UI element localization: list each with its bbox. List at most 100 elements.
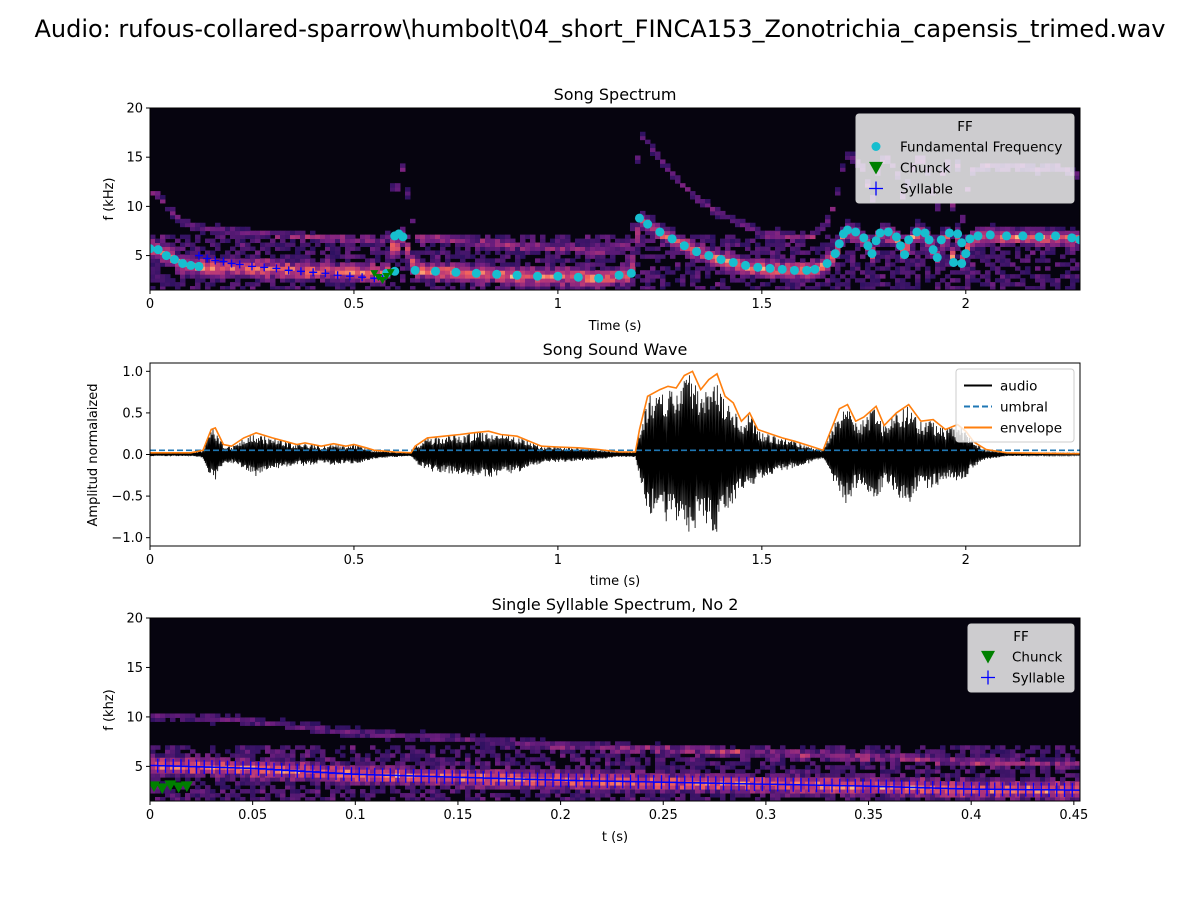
spectrogram-cell — [375, 238, 381, 244]
spectrogram-cell — [895, 258, 901, 263]
spectrogram-cell — [1015, 254, 1021, 259]
spectrogram-cell — [265, 757, 271, 762]
spectrogram-cell — [995, 745, 1001, 750]
spectrogram-cell — [425, 270, 431, 275]
spectrogram-cell — [655, 151, 661, 156]
spectrogram-cell — [745, 274, 751, 279]
spectrogram-cell — [290, 765, 296, 770]
spectrogram-cell — [890, 262, 896, 267]
spectrogram-cell — [405, 242, 411, 247]
spectrogram — [150, 618, 1080, 801]
spectrogram-cell — [430, 785, 436, 790]
spectrogram-cell — [185, 777, 191, 782]
spectrogram-cell — [650, 286, 656, 290]
spectrogram-cell — [315, 781, 321, 786]
spectrogram-cell — [980, 258, 986, 263]
spectrogram-cell — [715, 270, 721, 275]
spectrogram-cell — [1030, 781, 1036, 786]
spectrogram-cell — [425, 781, 431, 786]
x-tick-label: 0.4 — [961, 808, 982, 823]
spectrogram-cell — [760, 250, 766, 255]
spectrogram-cell — [1075, 781, 1080, 786]
spectrogram-cell — [580, 769, 586, 774]
spectrogram-cell — [530, 757, 536, 762]
spectrogram-cell — [845, 151, 851, 156]
legend-marker — [981, 650, 995, 664]
spectrogram-cell — [295, 258, 301, 263]
spectrogram-cell — [505, 741, 511, 746]
spectrogram-cell — [765, 250, 771, 255]
spectrogram-cell — [220, 238, 226, 244]
spectrogram-cell — [605, 266, 611, 271]
spectrogram-cell — [520, 242, 526, 247]
legend-marker — [981, 670, 995, 685]
spectrogram-cell — [860, 757, 866, 762]
spectrogram-cell — [1040, 258, 1046, 263]
spectrogram-cell — [330, 729, 336, 734]
spectrogram-cell — [1025, 781, 1031, 786]
spectrogram-cell — [565, 769, 571, 774]
spectrogram-cell — [640, 753, 646, 758]
spectrogram-cell — [980, 781, 986, 786]
spectrogram-cell — [415, 262, 421, 267]
spectrogram-cell — [535, 793, 541, 798]
spectrogram-cell — [605, 761, 611, 766]
spectrogram-cell — [705, 262, 711, 267]
spectrogram-cell — [210, 270, 216, 275]
spectrogram-cell — [150, 757, 156, 762]
spectrogram-cell — [310, 250, 316, 255]
spectrogram-cell — [885, 777, 891, 782]
legend-box — [955, 368, 1075, 443]
spectrogram-cell — [235, 274, 241, 279]
spectrogram-cell — [695, 761, 701, 766]
spectrogram-cell — [175, 777, 181, 782]
spectrogram-cell — [560, 262, 566, 267]
spectrogram-cell — [690, 258, 696, 263]
spectrogram-cell — [175, 286, 181, 290]
spectrogram-cell — [470, 797, 476, 801]
spectrogram-cell — [180, 761, 186, 766]
spectrogram-cell — [415, 753, 421, 758]
spectrogram-cell — [260, 773, 266, 778]
spectrogram-cell — [510, 797, 516, 801]
spectrogram-cell — [920, 222, 926, 228]
spectrogram-cell — [920, 226, 926, 232]
spectrogram-cell — [815, 785, 821, 790]
spectrogram-cell — [405, 234, 411, 240]
spectrogram-cell — [810, 781, 816, 786]
spectrogram-cell — [1020, 238, 1026, 244]
spectrogram-cell — [1050, 246, 1056, 251]
spectrogram-cell — [750, 270, 756, 275]
spectrogram-cell — [435, 278, 441, 283]
spectrogram-cell — [810, 286, 816, 290]
spectrogram-cell — [885, 258, 891, 263]
spectrogram-cell — [425, 769, 431, 774]
spectrogram-cell — [470, 745, 476, 750]
spectrogram-cell — [195, 789, 201, 794]
spectrogram-cell — [600, 773, 606, 778]
spectrogram-cell — [450, 765, 456, 770]
spectrogram-cell — [1000, 230, 1006, 236]
spectrogram-cell — [590, 741, 596, 746]
spectrogram-cell — [690, 773, 696, 778]
spectrogram-cell — [610, 745, 616, 750]
spectrogram-cell — [640, 789, 646, 794]
spectrogram-cell — [945, 761, 951, 766]
spectrogram-cell — [955, 278, 961, 283]
spectrogram-cell — [625, 286, 631, 290]
spectrogram-cell — [150, 713, 156, 718]
spectrogram-cell — [480, 745, 486, 750]
spectrogram-cell — [220, 234, 226, 240]
spectrogram-cell — [465, 789, 471, 794]
spectrogram-cell — [360, 262, 366, 267]
spectrogram-cell — [210, 797, 216, 801]
spectrogram-cell — [835, 757, 841, 762]
spectrogram-cell — [410, 749, 416, 754]
spectrogram-cell — [195, 793, 201, 798]
spectrogram-cell — [300, 761, 306, 766]
spectrogram-cell — [185, 717, 191, 722]
spectrogram-cell — [280, 761, 286, 766]
spectrogram-cell — [655, 234, 661, 240]
spectrogram-cell — [865, 793, 871, 798]
